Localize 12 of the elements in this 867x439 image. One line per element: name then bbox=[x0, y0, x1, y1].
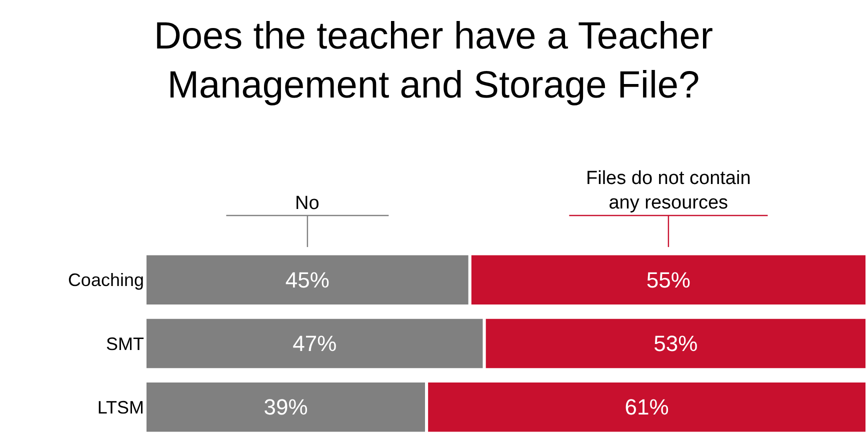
data-label: 47% bbox=[292, 331, 337, 356]
data-label: 39% bbox=[264, 394, 308, 420]
data-label: 45% bbox=[285, 267, 330, 292]
text: No bbox=[295, 193, 320, 214]
y-tick-label: SMT bbox=[106, 334, 144, 354]
y-tick-label: Coaching bbox=[68, 270, 144, 290]
data-label: 61% bbox=[624, 394, 669, 420]
chart-title: Does the teacher have a Teacher Management and Storage File? bbox=[154, 15, 714, 107]
text: Files do not contain any resources bbox=[586, 168, 751, 214]
y-tick-label: LTSM bbox=[97, 397, 144, 418]
data-label: 53% bbox=[654, 331, 698, 356]
data-label: 55% bbox=[646, 267, 690, 292]
